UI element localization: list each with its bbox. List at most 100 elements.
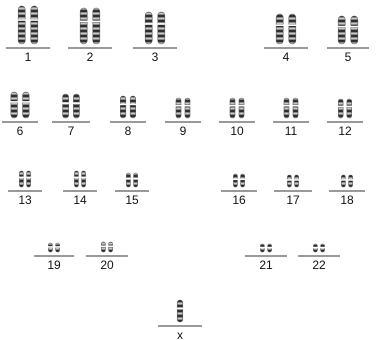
chromosome	[341, 174, 346, 188]
centromere	[267, 246, 273, 249]
chromosome	[129, 95, 136, 119]
centromere	[240, 178, 246, 181]
chromosome	[22, 91, 30, 119]
chromosome-label: 10	[230, 124, 244, 138]
chromosome	[92, 7, 101, 45]
centromere	[119, 103, 127, 106]
centromere	[30, 19, 39, 21]
centromere	[312, 246, 318, 249]
chromosome	[17, 5, 26, 45]
chromosome	[10, 91, 18, 119]
centromere	[346, 105, 353, 108]
chromosome-label: 1	[25, 50, 32, 64]
chromosome	[73, 93, 80, 119]
chromosome	[283, 97, 290, 119]
chromosome-label: 22	[312, 258, 326, 272]
chromosome-label: 3	[152, 50, 159, 64]
chromosome	[26, 170, 31, 188]
centromere	[176, 307, 184, 310]
centromere	[320, 246, 326, 249]
chromosome-label: 20	[100, 258, 114, 272]
chromosome	[288, 13, 297, 45]
chromosome-label: 16	[232, 193, 246, 207]
centromere	[286, 179, 292, 181]
centromere	[73, 176, 79, 179]
chromosome	[292, 97, 299, 119]
chromosome	[337, 15, 346, 45]
chromosome-label: 17	[286, 193, 300, 207]
chromosome	[74, 170, 79, 188]
centromere	[22, 101, 30, 103]
chromosome-label: 13	[18, 193, 32, 207]
centromere	[26, 176, 32, 179]
centromere	[340, 179, 346, 181]
centromere	[337, 105, 344, 108]
centromere	[100, 245, 106, 247]
chromosome	[275, 13, 284, 45]
chromosome-label: 15	[125, 193, 139, 207]
centromere	[92, 20, 101, 23]
centromere	[47, 246, 53, 248]
chromosome-label: 8	[125, 124, 132, 138]
centromere	[17, 19, 26, 21]
centromere	[348, 179, 354, 181]
chromosome	[350, 15, 359, 45]
chromosome	[229, 97, 236, 119]
centromere	[72, 102, 80, 104]
chromosome	[144, 11, 153, 45]
centromere	[129, 103, 137, 106]
chromosome-label: 2	[87, 50, 94, 64]
chromosome	[120, 95, 127, 119]
chromosome-label: x	[177, 328, 183, 340]
centromere	[79, 20, 88, 23]
chromosome	[294, 174, 299, 188]
chromosome-label: 11	[285, 124, 298, 138]
chromosome	[79, 7, 88, 45]
centromere	[10, 101, 18, 103]
chromosome-label: 18	[340, 193, 354, 207]
chromosome-label: 12	[338, 124, 352, 138]
chromosome-label: 6	[17, 124, 24, 138]
centromere	[175, 105, 182, 107]
centromere	[350, 25, 359, 28]
chromosome-label: 5	[345, 50, 352, 64]
chromosome	[157, 11, 166, 45]
centromere	[232, 178, 238, 181]
centromere	[294, 179, 300, 181]
centromere	[133, 177, 139, 180]
chromosome	[338, 98, 344, 119]
chromosome-label: 7	[68, 124, 75, 138]
chromosome	[348, 174, 353, 188]
centromere	[229, 105, 236, 107]
centromere	[283, 105, 290, 107]
centromere	[62, 102, 70, 104]
centromere	[184, 105, 191, 107]
chromosome-label: 14	[73, 193, 87, 207]
chromosome	[133, 172, 138, 188]
centromere	[18, 176, 24, 179]
chromosome	[184, 97, 191, 119]
chromosome	[176, 299, 184, 323]
chromosome	[62, 93, 69, 119]
centromere	[275, 24, 284, 26]
chromosome-label: 4	[283, 50, 290, 64]
centromere	[238, 105, 245, 107]
centromere	[144, 23, 153, 25]
centromere	[125, 177, 131, 180]
centromere	[337, 25, 346, 28]
chromosome-label: 9	[180, 124, 187, 138]
chromosome	[175, 97, 182, 119]
chromosome	[233, 173, 238, 188]
centromere	[81, 176, 87, 179]
chromosome	[126, 172, 131, 188]
centromere	[157, 23, 166, 25]
chromosome	[287, 174, 292, 188]
chromosome	[346, 98, 352, 119]
chromosome	[240, 173, 245, 188]
chromosome	[19, 170, 24, 188]
centromere	[55, 246, 61, 248]
chromosome	[238, 97, 245, 119]
